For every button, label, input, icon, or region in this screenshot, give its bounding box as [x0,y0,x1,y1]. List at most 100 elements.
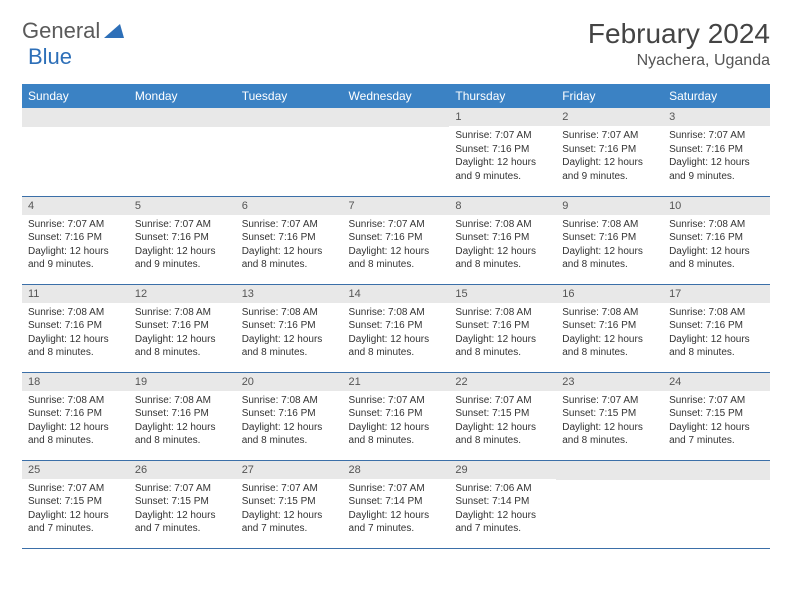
day-number: 11 [22,285,129,303]
weekday-row: SundayMondayTuesdayWednesdayThursdayFrid… [22,84,770,108]
day-info: Sunrise: 7:08 AMSunset: 7:16 PMDaylight:… [129,391,236,451]
day-number: 5 [129,197,236,215]
day-number: 17 [663,285,770,303]
calendar-page: General February 2024 Nyachera, Uganda B… [0,0,792,567]
weekday-header: Friday [556,84,663,108]
calendar-cell: 6Sunrise: 7:07 AMSunset: 7:16 PMDaylight… [236,196,343,284]
day-info: Sunrise: 7:08 AMSunset: 7:16 PMDaylight:… [663,215,770,275]
day-number: 10 [663,197,770,215]
calendar-cell [663,460,770,548]
calendar-cell: 15Sunrise: 7:08 AMSunset: 7:16 PMDayligh… [449,284,556,372]
day-number: 6 [236,197,343,215]
calendar-week-row: 11Sunrise: 7:08 AMSunset: 7:16 PMDayligh… [22,284,770,372]
calendar-cell: 16Sunrise: 7:08 AMSunset: 7:16 PMDayligh… [556,284,663,372]
day-number: 27 [236,461,343,479]
weekday-header: Monday [129,84,236,108]
day-info: Sunrise: 7:07 AMSunset: 7:16 PMDaylight:… [129,215,236,275]
day-info: Sunrise: 7:07 AMSunset: 7:16 PMDaylight:… [236,215,343,275]
calendar-cell: 5Sunrise: 7:07 AMSunset: 7:16 PMDaylight… [129,196,236,284]
calendar-cell: 18Sunrise: 7:08 AMSunset: 7:16 PMDayligh… [22,372,129,460]
calendar-week-row: 1Sunrise: 7:07 AMSunset: 7:16 PMDaylight… [22,108,770,196]
weekday-header: Saturday [663,84,770,108]
day-info: Sunrise: 7:07 AMSunset: 7:16 PMDaylight:… [663,126,770,186]
day-number: 22 [449,373,556,391]
calendar-cell [22,108,129,196]
empty-day-number [343,108,450,127]
day-info: Sunrise: 7:07 AMSunset: 7:15 PMDaylight:… [129,479,236,539]
day-info: Sunrise: 7:08 AMSunset: 7:16 PMDaylight:… [129,303,236,363]
day-number: 3 [663,108,770,126]
calendar-cell: 27Sunrise: 7:07 AMSunset: 7:15 PMDayligh… [236,460,343,548]
day-info: Sunrise: 7:08 AMSunset: 7:16 PMDaylight:… [449,303,556,363]
location-label: Nyachera, Uganda [588,52,770,70]
calendar-head: SundayMondayTuesdayWednesdayThursdayFrid… [22,84,770,108]
calendar-cell [236,108,343,196]
title-block: February 2024 Nyachera, Uganda [588,18,770,70]
calendar-cell: 10Sunrise: 7:08 AMSunset: 7:16 PMDayligh… [663,196,770,284]
day-number: 2 [556,108,663,126]
logo-text-blue: Blue [28,44,72,69]
calendar-cell: 2Sunrise: 7:07 AMSunset: 7:16 PMDaylight… [556,108,663,196]
calendar-week-row: 25Sunrise: 7:07 AMSunset: 7:15 PMDayligh… [22,460,770,548]
day-number: 21 [343,373,450,391]
day-info: Sunrise: 7:08 AMSunset: 7:16 PMDaylight:… [22,303,129,363]
day-number: 23 [556,373,663,391]
day-info: Sunrise: 7:07 AMSunset: 7:15 PMDaylight:… [236,479,343,539]
day-number: 13 [236,285,343,303]
day-number: 16 [556,285,663,303]
empty-day-number [22,108,129,127]
day-number: 4 [22,197,129,215]
calendar-cell: 19Sunrise: 7:08 AMSunset: 7:16 PMDayligh… [129,372,236,460]
month-title: February 2024 [588,18,770,50]
day-number: 29 [449,461,556,479]
calendar-cell: 23Sunrise: 7:07 AMSunset: 7:15 PMDayligh… [556,372,663,460]
day-number: 9 [556,197,663,215]
calendar-cell: 14Sunrise: 7:08 AMSunset: 7:16 PMDayligh… [343,284,450,372]
calendar-week-row: 18Sunrise: 7:08 AMSunset: 7:16 PMDayligh… [22,372,770,460]
day-info: Sunrise: 7:07 AMSunset: 7:15 PMDaylight:… [556,391,663,451]
calendar-cell: 11Sunrise: 7:08 AMSunset: 7:16 PMDayligh… [22,284,129,372]
day-number: 1 [449,108,556,126]
calendar-cell: 25Sunrise: 7:07 AMSunset: 7:15 PMDayligh… [22,460,129,548]
day-info: Sunrise: 7:08 AMSunset: 7:16 PMDaylight:… [449,215,556,275]
day-info: Sunrise: 7:07 AMSunset: 7:16 PMDaylight:… [343,215,450,275]
day-number: 14 [343,285,450,303]
day-info: Sunrise: 7:07 AMSunset: 7:15 PMDaylight:… [22,479,129,539]
day-info: Sunrise: 7:08 AMSunset: 7:16 PMDaylight:… [236,391,343,451]
logo-triangle-icon [104,24,124,38]
calendar-cell: 22Sunrise: 7:07 AMSunset: 7:15 PMDayligh… [449,372,556,460]
day-info: Sunrise: 7:07 AMSunset: 7:16 PMDaylight:… [556,126,663,186]
header: General February 2024 Nyachera, Uganda [22,18,770,70]
day-info: Sunrise: 7:07 AMSunset: 7:16 PMDaylight:… [22,215,129,275]
logo-blue-wrap: Blue [28,44,72,70]
calendar-cell: 8Sunrise: 7:08 AMSunset: 7:16 PMDaylight… [449,196,556,284]
calendar-cell: 12Sunrise: 7:08 AMSunset: 7:16 PMDayligh… [129,284,236,372]
day-number: 12 [129,285,236,303]
day-info: Sunrise: 7:08 AMSunset: 7:16 PMDaylight:… [343,303,450,363]
empty-day-number [236,108,343,127]
calendar-body: 1Sunrise: 7:07 AMSunset: 7:16 PMDaylight… [22,108,770,548]
day-number: 19 [129,373,236,391]
calendar-cell: 17Sunrise: 7:08 AMSunset: 7:16 PMDayligh… [663,284,770,372]
calendar-cell: 26Sunrise: 7:07 AMSunset: 7:15 PMDayligh… [129,460,236,548]
calendar-cell [343,108,450,196]
logo-text-general: General [22,18,100,44]
day-info: Sunrise: 7:08 AMSunset: 7:16 PMDaylight:… [22,391,129,451]
day-number: 25 [22,461,129,479]
calendar-table: SundayMondayTuesdayWednesdayThursdayFrid… [22,84,770,549]
calendar-cell [556,460,663,548]
day-info: Sunrise: 7:07 AMSunset: 7:15 PMDaylight:… [449,391,556,451]
day-info: Sunrise: 7:08 AMSunset: 7:16 PMDaylight:… [556,303,663,363]
empty-day-number [129,108,236,127]
day-number: 8 [449,197,556,215]
calendar-cell: 28Sunrise: 7:07 AMSunset: 7:14 PMDayligh… [343,460,450,548]
weekday-header: Wednesday [343,84,450,108]
day-number: 18 [22,373,129,391]
day-info: Sunrise: 7:08 AMSunset: 7:16 PMDaylight:… [236,303,343,363]
calendar-cell: 13Sunrise: 7:08 AMSunset: 7:16 PMDayligh… [236,284,343,372]
calendar-cell: 29Sunrise: 7:06 AMSunset: 7:14 PMDayligh… [449,460,556,548]
day-number: 20 [236,373,343,391]
day-info: Sunrise: 7:07 AMSunset: 7:16 PMDaylight:… [449,126,556,186]
calendar-cell: 1Sunrise: 7:07 AMSunset: 7:16 PMDaylight… [449,108,556,196]
day-number: 26 [129,461,236,479]
